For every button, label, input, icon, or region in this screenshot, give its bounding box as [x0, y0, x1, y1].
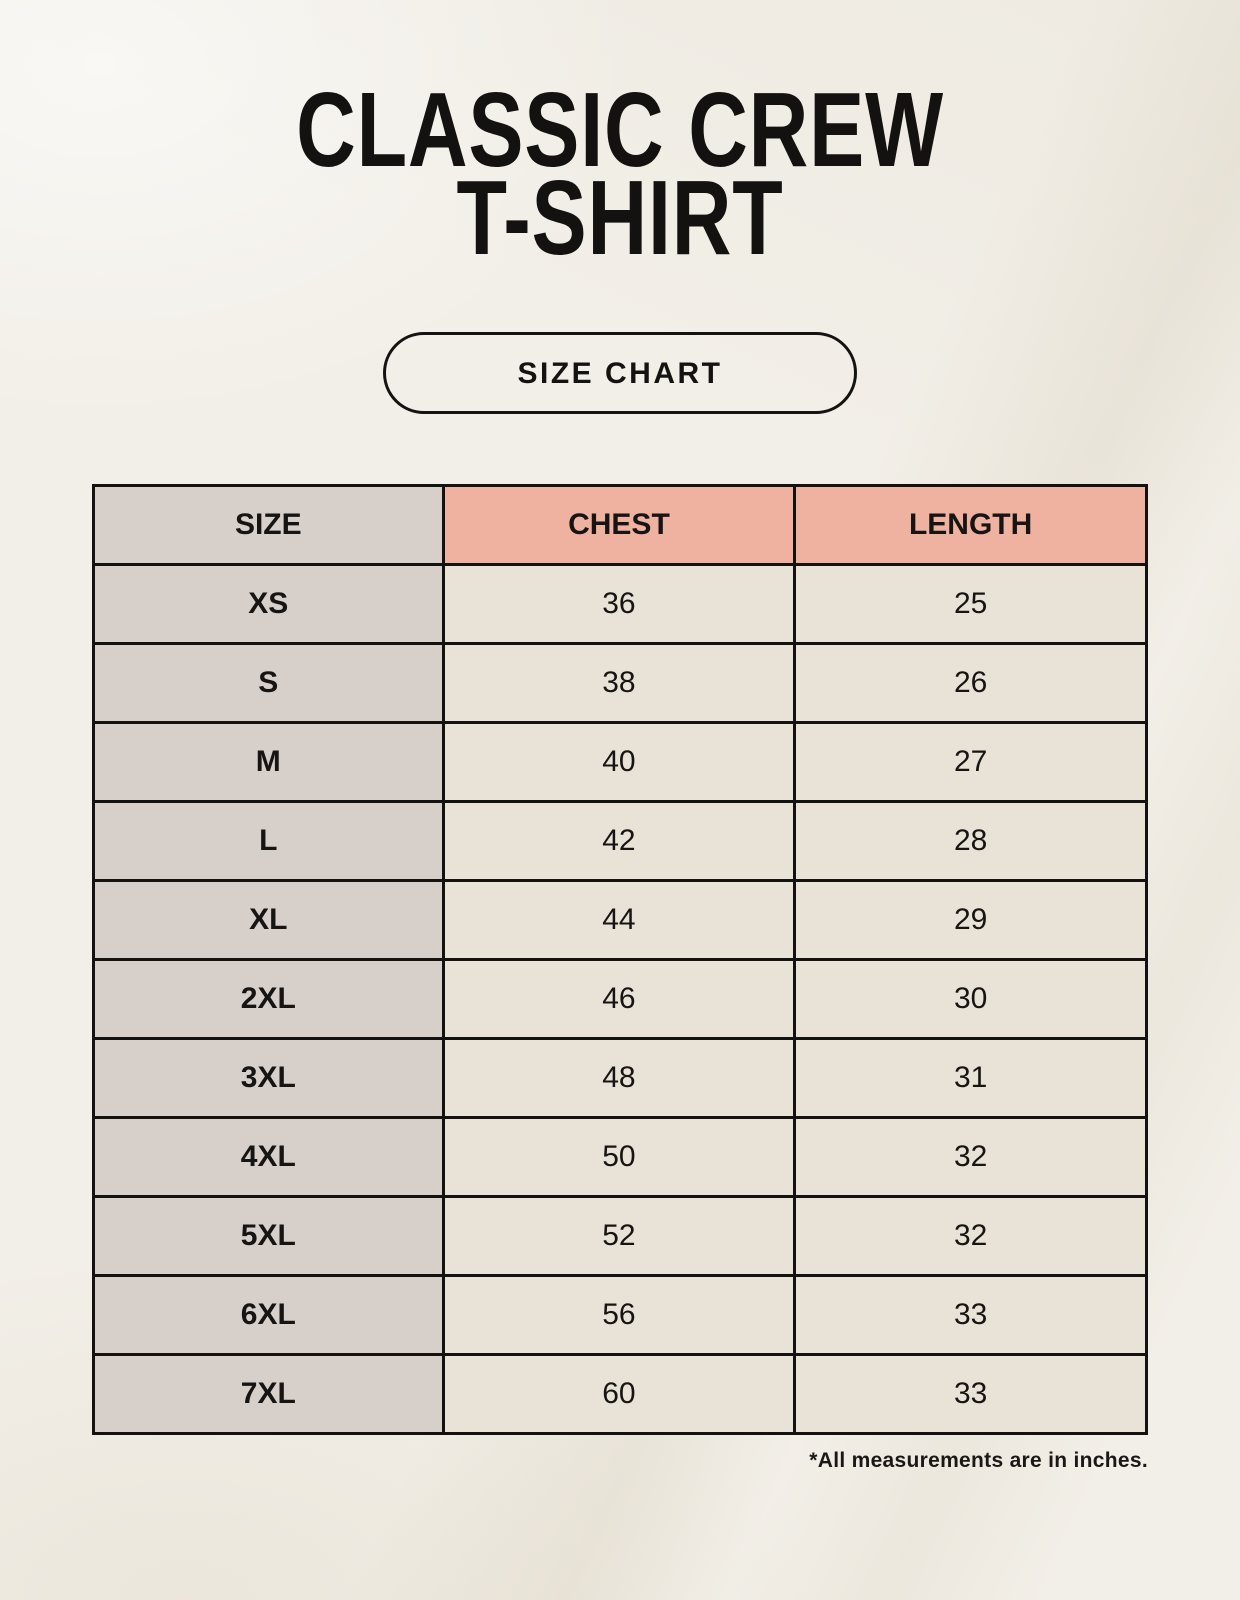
table-row: 5XL 52 32 — [92, 1195, 1148, 1277]
table-row: 3XL 48 31 — [92, 1037, 1148, 1119]
size-cell: M — [92, 721, 445, 803]
chest-cell: 48 — [441, 1037, 797, 1119]
length-cell: 28 — [793, 800, 1148, 882]
length-cell: 29 — [793, 879, 1148, 961]
measurements-footnote: *All measurements are in inches. — [809, 1449, 1148, 1472]
size-cell: S — [92, 642, 445, 724]
chest-cell: 60 — [441, 1353, 797, 1435]
chest-cell: 52 — [441, 1195, 797, 1277]
title-line-1: CLASSIC CREW — [296, 71, 944, 189]
chest-cell: 44 — [441, 879, 797, 961]
table-row: L 42 28 — [92, 800, 1148, 882]
chest-cell: 56 — [441, 1274, 797, 1356]
length-cell: 26 — [793, 642, 1148, 724]
length-cell: 27 — [793, 721, 1148, 803]
table-row: 7XL 60 33 — [92, 1353, 1148, 1435]
chest-cell: 36 — [441, 563, 797, 645]
size-cell: L — [92, 800, 445, 882]
page-title: CLASSIC CREW T-SHIRT — [136, 71, 1103, 277]
size-cell: 5XL — [92, 1195, 445, 1277]
size-cell: 7XL — [92, 1353, 445, 1435]
table-row: M 40 27 — [92, 721, 1148, 803]
size-cell: XS — [92, 563, 445, 645]
table-row: 4XL 50 32 — [92, 1116, 1148, 1198]
badge-container: SIZE CHART — [0, 332, 1240, 414]
title-line-2: T-SHIRT — [456, 159, 784, 277]
chest-cell: 38 — [441, 642, 797, 724]
table-body: XS 36 25 S 38 26 M 40 27 L 42 28 XL 44 29 2XL 46 30 3XL 48 3… — [92, 563, 1148, 1435]
length-cell: 31 — [793, 1037, 1148, 1119]
length-cell: 32 — [793, 1195, 1148, 1277]
chest-cell: 46 — [441, 958, 797, 1040]
column-header-length: LENGTH — [793, 484, 1148, 566]
size-cell: 4XL — [92, 1116, 445, 1198]
chest-cell: 40 — [441, 721, 797, 803]
length-cell: 30 — [793, 958, 1148, 1040]
size-chart-button[interactable]: SIZE CHART — [383, 332, 857, 414]
table-row: XS 36 25 — [92, 563, 1148, 645]
size-cell: 2XL — [92, 958, 445, 1040]
chest-cell: 50 — [441, 1116, 797, 1198]
size-chart-table-container: SIZE CHEST LENGTH XS 36 25 S 38 26 M 40 27 L 42 28 X… — [92, 484, 1148, 1435]
column-header-size: SIZE — [92, 484, 445, 566]
size-cell: 6XL — [92, 1274, 445, 1356]
size-chart-table: SIZE CHEST LENGTH XS 36 25 S 38 26 M 40 27 L 42 28 X… — [92, 484, 1148, 1435]
chest-cell: 42 — [441, 800, 797, 882]
length-cell: 33 — [793, 1353, 1148, 1435]
column-header-chest: CHEST — [441, 484, 797, 566]
table-row: 6XL 56 33 — [92, 1274, 1148, 1356]
size-cell: XL — [92, 879, 445, 961]
size-cell: 3XL — [92, 1037, 445, 1119]
length-cell: 25 — [793, 563, 1148, 645]
table-row: S 38 26 — [92, 642, 1148, 724]
length-cell: 32 — [793, 1116, 1148, 1198]
table-row: 2XL 46 30 — [92, 958, 1148, 1040]
table-row: XL 44 29 — [92, 879, 1148, 961]
header-row: SIZE CHEST LENGTH — [92, 484, 1148, 566]
length-cell: 33 — [793, 1274, 1148, 1356]
